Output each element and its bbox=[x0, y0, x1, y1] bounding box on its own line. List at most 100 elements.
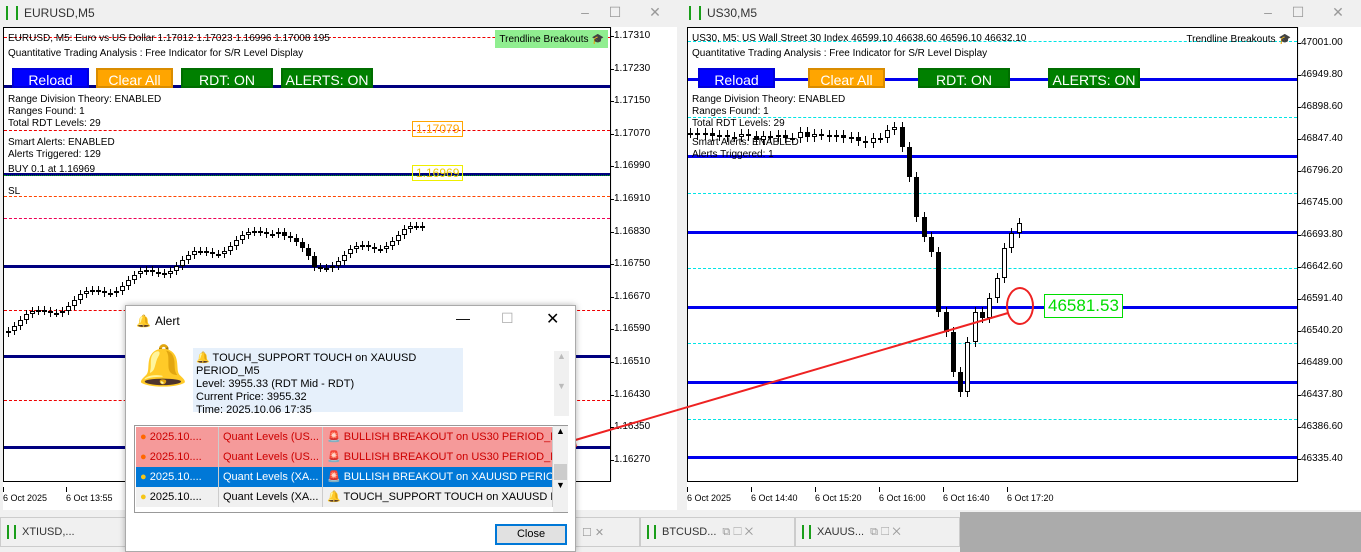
candle bbox=[928, 237, 934, 252]
clear-all-button[interactable]: Clear All bbox=[808, 68, 885, 88]
level-line bbox=[688, 419, 1297, 420]
alert-source: Quant Levels (US... bbox=[219, 447, 323, 467]
candle bbox=[84, 290, 89, 295]
close-button[interactable]: Close bbox=[495, 524, 567, 545]
alert-row[interactable]: ● 2025.10.... Quant Levels (XA... 🚨 BULLIS… bbox=[136, 467, 553, 487]
alert-list: ● 2025.10.... Quant Levels (US... 🚨 BULLIS… bbox=[134, 425, 568, 513]
candle bbox=[1001, 248, 1007, 278]
minimize-button[interactable]: — bbox=[456, 310, 470, 326]
candle bbox=[1016, 223, 1022, 233]
alert-row[interactable]: ● 2025.10.... Quant Levels (US... 🚨 BULLIS… bbox=[136, 447, 553, 467]
candle bbox=[72, 299, 77, 307]
minimize-button[interactable]: – bbox=[1264, 4, 1272, 20]
price-tick: 46540.20 bbox=[1297, 325, 1343, 336]
message-scrollbar[interactable]: ▲ ▼ bbox=[554, 351, 569, 416]
list-scrollbar[interactable]: ▲ ▼ bbox=[553, 426, 568, 512]
price-tick: 1.17310 bbox=[609, 30, 651, 41]
maximize-button[interactable]: ☐ bbox=[1291, 4, 1305, 20]
scroll-thumb[interactable] bbox=[554, 464, 567, 480]
clear-all-button[interactable]: Clear All bbox=[96, 68, 173, 88]
price-tick: 1.16990 bbox=[609, 160, 651, 172]
rdt-toggle-button[interactable]: RDT: ON bbox=[918, 68, 1010, 88]
alerts-toggle-button[interactable]: ALERTS: ON bbox=[1048, 68, 1140, 88]
alert-source: Quant Levels (US... bbox=[219, 427, 323, 447]
candle bbox=[60, 310, 65, 314]
price-tick: 1.16910 bbox=[609, 193, 651, 204]
bell-icon: 🔔 bbox=[136, 314, 151, 328]
maximize-button[interactable]: ☐ bbox=[608, 4, 622, 20]
bell-icon: ● bbox=[140, 451, 147, 463]
alerts-toggle-button[interactable]: ALERTS: ON bbox=[281, 68, 373, 88]
level-line bbox=[4, 37, 610, 38]
rdt-info: Range Division Theory: ENABLED Ranges Fou… bbox=[8, 94, 162, 129]
alert-row[interactable]: ● 2025.10.... Quant Levels (US... 🚨 BULLIS… bbox=[136, 427, 553, 447]
candle bbox=[354, 245, 359, 250]
tab-xauusd[interactable]: XAUUS... ⧉ ☐ ✕ bbox=[795, 517, 960, 547]
minimize-button[interactable]: – bbox=[581, 4, 589, 20]
alert-time: ● 2025.10.... bbox=[136, 467, 219, 487]
candle bbox=[994, 278, 1000, 298]
alert-message: 🚨 BULLISH BREAKOUT on US30 PERIOD_M5 bbox=[323, 447, 553, 467]
sl-label: SL bbox=[8, 186, 21, 197]
price-chart[interactable]: EURUSD, M5: Euro vs US Dollar 1.17012 1.… bbox=[3, 27, 611, 482]
candle bbox=[24, 314, 29, 320]
tab-btcusd[interactable]: BTCUSD... ⧉ ☐ ✕ bbox=[640, 517, 795, 547]
rdt-toggle-button[interactable]: RDT: ON bbox=[181, 68, 273, 88]
indicator-name: Quantitative Trading Analysis : Free Ind… bbox=[692, 48, 988, 59]
candle bbox=[907, 147, 912, 177]
alert-row[interactable]: ● 2025.10.... Quant Levels (XA... 🔔 TOUCH_… bbox=[136, 487, 553, 507]
close-button[interactable]: ✕ bbox=[649, 4, 661, 20]
level-line bbox=[688, 117, 1297, 118]
candle bbox=[372, 246, 377, 249]
time-axis: 6 Oct 2025 6 Oct 14:40 6 Oct 15:20 6 Oct 16… bbox=[687, 482, 1361, 510]
candle bbox=[210, 252, 215, 255]
candle bbox=[108, 293, 113, 296]
maximize-button[interactable]: ☐ bbox=[501, 310, 514, 326]
candle bbox=[402, 229, 407, 235]
trendline-breakouts-badge[interactable]: Trendline Breakouts 🎓 bbox=[1182, 30, 1295, 48]
tab-hidden[interactable]: ☐ ✕ bbox=[575, 517, 640, 547]
candle bbox=[318, 266, 323, 269]
price-axis[interactable]: 47001.00 46949.80 46898.60 46847.40 46796.20… bbox=[1297, 27, 1361, 482]
candle bbox=[102, 291, 107, 294]
level-line bbox=[688, 268, 1297, 269]
candlestick-icon bbox=[802, 525, 811, 539]
chart-header: US30, M5: US Wall Street 30 Index 46599.… bbox=[692, 33, 1027, 44]
candle bbox=[739, 134, 745, 137]
price-tick: 1.16430 bbox=[609, 388, 651, 400]
level-line bbox=[688, 231, 1297, 234]
price-tick: 46796.20 bbox=[1297, 165, 1343, 176]
highlight-circle bbox=[1006, 287, 1034, 325]
candle bbox=[156, 271, 161, 274]
level-line bbox=[4, 130, 610, 131]
price-axis[interactable]: 1.17310 1.17230 1.17150 1.17070 1.16990 1.169… bbox=[609, 27, 677, 482]
window-title: EURUSD,M5 bbox=[24, 6, 95, 20]
candle bbox=[870, 138, 876, 143]
price-tick: 1.17070 bbox=[609, 127, 651, 139]
close-button[interactable]: ✕ bbox=[1332, 4, 1344, 20]
level-line bbox=[688, 381, 1297, 384]
candle bbox=[746, 134, 752, 136]
candle bbox=[1009, 233, 1015, 248]
price-tick: 46386.60 bbox=[1297, 421, 1343, 432]
price-tick: 1.16270 bbox=[609, 453, 651, 465]
candle bbox=[378, 248, 383, 251]
window-titlebar[interactable]: US30,M5 bbox=[683, 0, 1361, 26]
reload-button[interactable]: Reload bbox=[12, 68, 89, 88]
candle bbox=[396, 234, 401, 241]
candle bbox=[914, 177, 920, 217]
reload-button[interactable]: Reload bbox=[698, 68, 775, 88]
price-tick: 46898.60 bbox=[1297, 101, 1343, 112]
trendline-breakouts-badge[interactable]: Trendline Breakouts 🎓 bbox=[495, 30, 608, 48]
candle bbox=[782, 135, 788, 138]
level-line bbox=[688, 193, 1297, 194]
candle bbox=[270, 234, 275, 237]
price-chart[interactable]: US30, M5: US Wall Street 30 Index 46599.… bbox=[687, 27, 1298, 482]
price-tick: 1.16830 bbox=[609, 225, 651, 237]
window-titlebar[interactable]: EURUSD,M5 bbox=[0, 0, 677, 26]
price-tick: 46642.60 bbox=[1297, 261, 1343, 272]
close-x-button[interactable]: ✕ bbox=[546, 311, 560, 328]
window-title: US30,M5 bbox=[707, 6, 758, 20]
candle bbox=[414, 225, 419, 228]
candle bbox=[276, 231, 281, 235]
